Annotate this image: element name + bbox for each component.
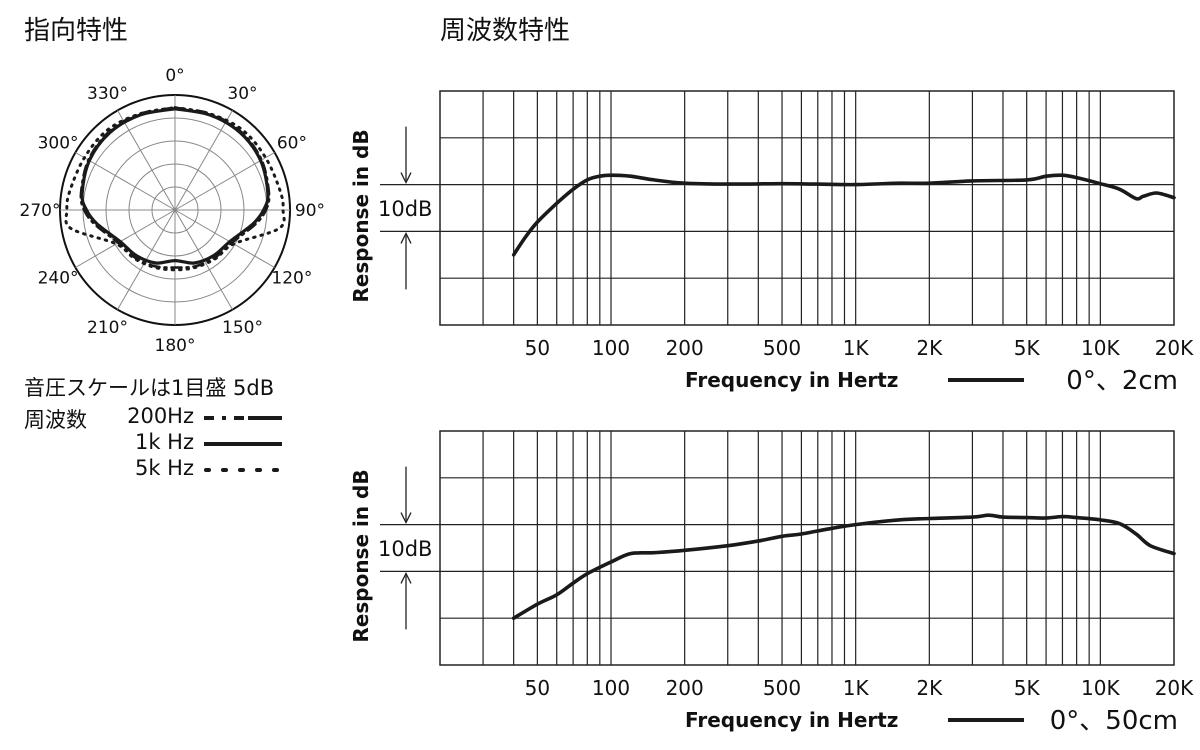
fr-xtick-label: 200 <box>666 336 704 360</box>
polar-angle-label: 270° <box>20 201 60 221</box>
fr-xtick-label: 5K <box>1014 336 1041 360</box>
polar-angle-label: 30° <box>227 84 257 104</box>
fr-legend-label: 0°、2cm <box>1066 366 1178 396</box>
polar-grid <box>59 94 291 326</box>
fr-xtick-label: 10K <box>1081 336 1120 360</box>
fr-xtick-label: 20K <box>1155 336 1194 360</box>
legend-label-200hz: 200Hz <box>127 404 194 428</box>
polar-series-group <box>64 106 286 272</box>
frequency-response-chart-50cm: 50 100 200 500 1K 2K 5K 10K 20K Response in dB 10d… <box>349 430 1194 736</box>
fr-scale-arrowhead <box>400 231 412 244</box>
polar-angle-label: 60° <box>277 134 307 154</box>
fr-series-line <box>511 513 1176 620</box>
polar-spoke <box>75 152 176 211</box>
fr-xtick-label: 2K <box>916 336 943 360</box>
fr-xtick-label: 50 <box>525 336 550 360</box>
polar-spoke <box>75 209 176 268</box>
polar-angle-label: 120° <box>271 269 312 289</box>
legend-heading: 周波数 <box>24 408 87 432</box>
fr-xtick-label: 1K <box>843 336 870 360</box>
polar-angle-label: 300° <box>38 134 79 154</box>
fr-xtick-label: 100 <box>592 336 630 360</box>
fr-xtick-label: 500 <box>763 676 801 700</box>
fr-xtick-label: 2K <box>916 676 943 700</box>
polar-angle-label: 210° <box>87 318 128 338</box>
polar-series-5khz <box>64 106 286 272</box>
fr-xtick-label: 100 <box>592 676 630 700</box>
frequency-response-chart-2cm: 50 100 200 500 1K 2K 5K 10K 20K Response in dB 10d… <box>349 90 1194 396</box>
fr-series-line <box>511 173 1176 257</box>
fr-scale-marker <box>380 126 440 290</box>
fr-scale-label: 10dB <box>378 537 432 561</box>
polar-angle-label: 0° <box>165 66 184 86</box>
fr-frame <box>439 90 1175 326</box>
polar-angle-label: 180° <box>155 336 196 356</box>
polar-angle-label: 150° <box>222 318 263 338</box>
fr-scale-marker <box>380 466 440 630</box>
fr-xtick-label: 20K <box>1155 676 1194 700</box>
polar-angle-label: 240° <box>38 269 79 289</box>
fr-ylabel: Response in dB <box>349 129 373 302</box>
polar-directivity-chart: 0° 30° 60° 90° 120° 150° 180° 210° 240° 270° 300° 3… <box>20 66 325 356</box>
fr-xtick-label: 200 <box>666 676 704 700</box>
fr-scale-arrowhead <box>400 172 412 185</box>
polar-spoke <box>174 110 233 211</box>
polar-spoke <box>174 152 275 211</box>
frequency-response-title: 周波数特性 <box>440 16 571 46</box>
polar-spoke <box>174 209 275 268</box>
fr-xtick-label: 50 <box>525 676 550 700</box>
fr-grid-2 <box>439 430 1175 666</box>
legend-label-5khz: 5k Hz <box>134 456 194 480</box>
fr-frame <box>439 430 1175 666</box>
directivity-title: 指向特性 <box>24 16 129 46</box>
legend-label-1khz: 1k Hz <box>134 430 194 454</box>
polar-spoke <box>117 110 176 211</box>
polar-angle-labels: 0° 30° 60° 90° 120° 150° 180° 210° 240° 270° 300° 3… <box>20 66 325 356</box>
polar-angle-label: 330° <box>87 84 128 104</box>
polar-series-1khz <box>80 107 270 265</box>
fr-xlabel: Frequency in Hertz <box>685 708 898 732</box>
polar-angle-label: 90° <box>295 201 325 221</box>
fr-ylabel: Response in dB <box>349 469 373 642</box>
fr-xtick-label: 5K <box>1014 676 1041 700</box>
scale-note: 音圧スケールは1目盛 5dB <box>24 376 275 400</box>
fr-scale-arrowhead <box>400 571 412 584</box>
fr-scale-arrowhead <box>400 512 412 525</box>
fr-scale-label: 10dB <box>378 197 432 221</box>
fr-xtick-label: 1K <box>843 676 870 700</box>
fr-xtick-label: 500 <box>763 336 801 360</box>
legend-swatches <box>204 416 284 472</box>
fr-legend-label: 0°、50cm <box>1050 706 1178 736</box>
fr-xlabel: Frequency in Hertz <box>685 368 898 392</box>
fr-xtick-label: 10K <box>1081 676 1120 700</box>
